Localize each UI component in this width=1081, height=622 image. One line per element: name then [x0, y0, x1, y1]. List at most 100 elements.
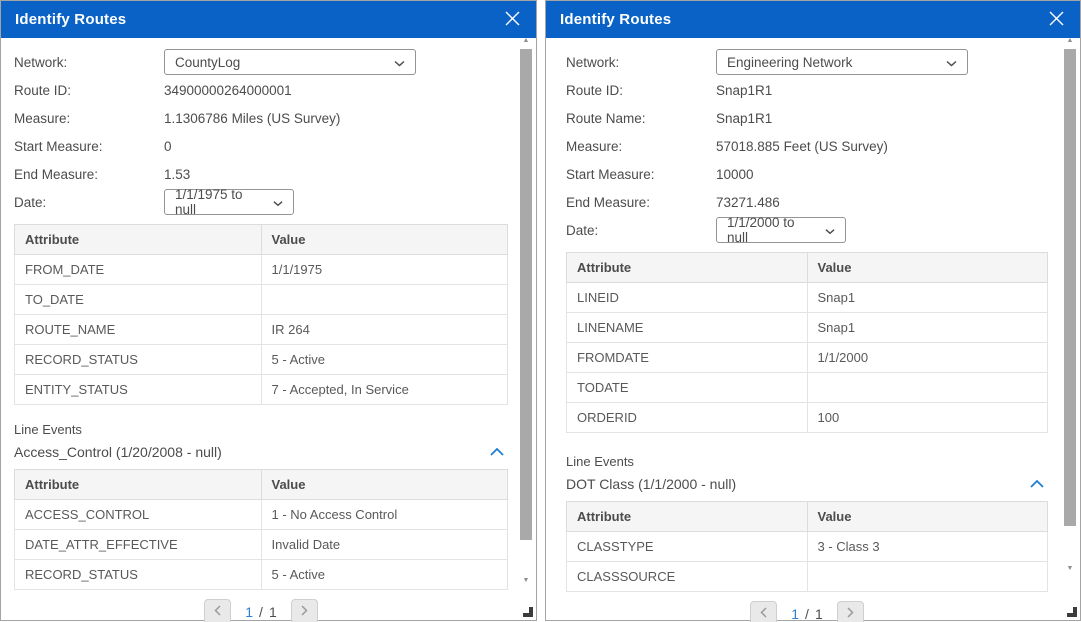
- dialog-title: Identify Routes: [560, 11, 672, 28]
- field-label: Network:: [566, 54, 620, 70]
- field-row-route-id: Route ID: Snap1R1: [566, 76, 1048, 104]
- line-event-table: Attribute Value ACCESS_CONTROL 1 - No Ac…: [14, 469, 508, 590]
- field-row-network: Network: CountyLog: [14, 48, 508, 76]
- vertical-scrollbar[interactable]: ▲ ▼: [1064, 37, 1076, 597]
- value-cell: [806, 561, 1048, 592]
- dialog-titlebar: Identify Routes: [1, 1, 536, 38]
- network-select[interactable]: CountyLog: [164, 49, 416, 75]
- attribute-table: Attribute Value LINEID Snap1 LINENAME Sn…: [566, 252, 1048, 433]
- attribute-cell: ORDERID: [566, 402, 808, 433]
- attribute-cell: FROMDATE: [566, 342, 808, 373]
- line-events-label: Line Events: [566, 454, 634, 469]
- attribute-cell: DATE_ATTR_EFFECTIVE: [14, 529, 262, 560]
- dialog-titlebar: Identify Routes: [546, 1, 1080, 38]
- pagination: 1 / 1: [14, 599, 508, 622]
- table-row: TODATE: [566, 372, 1048, 403]
- value-header: Value: [806, 252, 1048, 283]
- table-row: CLASSTYPE 3 - Class 3: [566, 531, 1048, 562]
- table-row: ORDERID 100: [566, 402, 1048, 433]
- table-row: ROUTE_NAME IR 264: [14, 314, 508, 345]
- table-row: ENTITY_STATUS 7 - Accepted, In Service: [14, 374, 508, 405]
- attribute-cell: TO_DATE: [14, 284, 262, 315]
- field-label: End Measure:: [14, 166, 99, 182]
- scroll-up-icon[interactable]: ▲: [1066, 37, 1074, 44]
- resize-grip[interactable]: [1067, 607, 1077, 617]
- attribute-cell: CLASSSOURCE: [566, 561, 808, 592]
- value-header: Value: [260, 469, 508, 500]
- attribute-cell: CLASSTYPE: [566, 531, 808, 562]
- close-button[interactable]: [1046, 8, 1067, 32]
- next-page-button[interactable]: [836, 601, 864, 622]
- pagination: 1 / 1: [566, 601, 1048, 622]
- identify-routes-dialog-right: Identify Routes Network: Engineering Net…: [545, 0, 1081, 622]
- prev-page-button[interactable]: [204, 599, 232, 622]
- attribute-cell: RECORD_STATUS: [14, 559, 262, 590]
- chevron-left-icon: [214, 604, 221, 619]
- field-value: Snap1R1: [716, 110, 773, 126]
- date-select[interactable]: 1/1/1975 to null: [164, 187, 294, 217]
- field-label: End Measure:: [566, 194, 651, 210]
- event-group-title: DOT Class (1/1/2000 - null): [566, 475, 737, 492]
- attribute-header: Attribute: [14, 469, 262, 500]
- table-row: CLASSSOURCE: [566, 561, 1048, 592]
- resize-grip[interactable]: [523, 607, 533, 617]
- collapse-button[interactable]: [486, 442, 508, 461]
- collapse-button[interactable]: [1026, 474, 1048, 493]
- current-page: 1: [245, 603, 254, 620]
- field-value: 0: [164, 138, 172, 154]
- vertical-scrollbar[interactable]: ▲ ▼: [520, 37, 532, 597]
- field-value: 34900000264000001: [164, 82, 292, 98]
- next-page-button[interactable]: [290, 599, 318, 622]
- attribute-cell: ROUTE_NAME: [14, 314, 262, 345]
- attribute-cell: LINENAME: [566, 312, 808, 343]
- network-select[interactable]: Engineering Network: [716, 49, 968, 75]
- line-events-label: Line Events: [14, 422, 82, 437]
- value-cell: 5 - Active: [260, 559, 508, 590]
- prev-page-button[interactable]: [750, 601, 778, 622]
- attribute-cell: TODATE: [566, 372, 808, 403]
- total-pages: 1: [814, 605, 823, 622]
- field-row-route-id: Route ID: 34900000264000001: [14, 76, 508, 104]
- current-page: 1: [791, 605, 800, 622]
- attribute-cell: FROM_DATE: [14, 254, 262, 285]
- page-separator: /: [259, 603, 263, 620]
- chevron-up-icon: [1030, 476, 1044, 491]
- chevron-down-icon: [825, 223, 835, 238]
- field-label: Measure:: [14, 110, 71, 126]
- field-label: Network:: [14, 54, 68, 70]
- event-group-header: DOT Class (1/1/2000 - null): [566, 474, 1048, 493]
- scrollbar-thumb[interactable]: [520, 49, 532, 540]
- table-row: FROM_DATE 1/1/1975: [14, 254, 508, 285]
- scroll-down-icon[interactable]: ▼: [1066, 565, 1074, 572]
- scroll-up-icon[interactable]: ▲: [522, 37, 530, 44]
- attribute-header: Attribute: [14, 224, 262, 255]
- close-icon: [504, 10, 521, 30]
- field-row-date: Date: 1/1/2000 to null: [566, 215, 1048, 245]
- chevron-down-icon: [273, 195, 283, 210]
- attribute-cell: LINEID: [566, 282, 808, 313]
- value-cell: Snap1: [806, 282, 1048, 313]
- table-header-row: Attribute Value: [566, 501, 1048, 532]
- field-row-network: Network: Engineering Network: [566, 48, 1048, 76]
- attribute-cell: ENTITY_STATUS: [14, 374, 262, 405]
- chevron-down-icon: [946, 55, 957, 70]
- dialog-content: Network: Engineering Network Route ID: S…: [546, 38, 1080, 622]
- line-event-table: Attribute Value CLASSTYPE 3 - Class 3 CL…: [566, 501, 1048, 592]
- value-cell: IR 264: [260, 314, 508, 345]
- date-select[interactable]: 1/1/2000 to null: [716, 215, 846, 245]
- field-label: Measure:: [566, 138, 623, 154]
- field-label: Route ID:: [14, 82, 72, 98]
- field-value: 1.53: [164, 166, 191, 182]
- table-row: DATE_ATTR_EFFECTIVE Invalid Date: [14, 529, 508, 560]
- value-cell: 5 - Active: [260, 344, 508, 375]
- field-row-route-name: Route Name: Snap1R1: [566, 104, 1048, 132]
- scroll-down-icon[interactable]: ▼: [522, 577, 530, 584]
- table-row: FROMDATE 1/1/2000: [566, 342, 1048, 373]
- event-group-title: Access_Control (1/20/2008 - null): [14, 443, 222, 460]
- field-value: Snap1R1: [716, 82, 773, 98]
- value-cell: Snap1: [806, 312, 1048, 343]
- scrollbar-thumb[interactable]: [1064, 49, 1076, 526]
- close-button[interactable]: [502, 8, 523, 32]
- total-pages: 1: [268, 603, 277, 620]
- attribute-header: Attribute: [566, 501, 808, 532]
